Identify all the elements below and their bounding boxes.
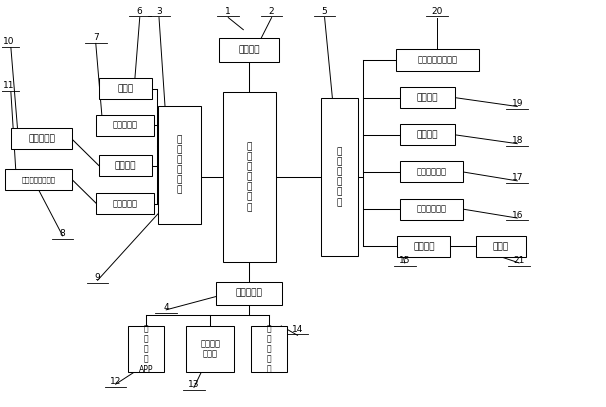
Text: 2: 2: [269, 7, 275, 15]
Text: 存储单元: 存储单元: [413, 242, 435, 251]
Text: 红外相机: 红外相机: [115, 161, 136, 170]
Bar: [96, 115, 154, 136]
Bar: [321, 98, 358, 256]
Bar: [219, 38, 279, 61]
Text: 红外热像仪: 红外热像仪: [28, 134, 55, 143]
Text: 16: 16: [511, 211, 523, 220]
Text: 普通相机二: 普通相机二: [113, 199, 138, 208]
Bar: [401, 124, 454, 145]
Text: 8: 8: [60, 229, 65, 238]
Text: 软件客户端: 软件客户端: [236, 289, 263, 298]
Text: 11: 11: [2, 81, 14, 90]
Text: 接收单元: 接收单元: [417, 130, 438, 139]
Bar: [12, 128, 72, 149]
Bar: [401, 199, 463, 220]
Text: 4: 4: [164, 303, 169, 312]
Text: 全站仪: 全站仪: [117, 84, 133, 93]
Bar: [5, 169, 72, 190]
Bar: [396, 50, 479, 70]
Text: 近红外网络摄像头: 近红外网络摄像头: [22, 176, 56, 183]
Text: 20: 20: [431, 7, 443, 15]
Text: 数据库: 数据库: [493, 242, 509, 251]
Text: 7: 7: [93, 33, 99, 42]
Text: 坐标处理单元: 坐标处理单元: [417, 205, 447, 214]
Text: 6: 6: [137, 7, 142, 15]
Bar: [128, 326, 164, 372]
Bar: [99, 78, 152, 99]
Text: 视
频
采
集
单
元: 视 频 采 集 单 元: [177, 136, 182, 195]
Text: 10: 10: [2, 37, 14, 46]
Text: 17: 17: [511, 173, 523, 182]
Text: 视频处理单元: 视频处理单元: [417, 167, 447, 177]
Text: 视
频
处
理
服
务
器: 视 频 处 理 服 务 器: [247, 142, 252, 212]
Text: 无
线
收
发
器: 无 线 收 发 器: [267, 324, 271, 374]
Bar: [99, 155, 152, 176]
Text: 远程数据
获取端: 远程数据 获取端: [200, 339, 220, 359]
Bar: [96, 193, 154, 214]
Text: 信
息
展
示
APP: 信 息 展 示 APP: [139, 324, 153, 374]
Bar: [401, 162, 463, 182]
Bar: [223, 92, 276, 262]
Text: 15: 15: [399, 256, 410, 265]
Bar: [216, 282, 282, 304]
Text: 5: 5: [322, 7, 327, 15]
Bar: [398, 236, 450, 257]
Text: 普通相机一: 普通相机一: [113, 120, 138, 129]
Text: 19: 19: [511, 99, 523, 108]
Text: 9: 9: [95, 274, 101, 282]
Text: 电源单元: 电源单元: [239, 46, 260, 55]
Text: 14: 14: [292, 325, 303, 334]
Bar: [158, 107, 201, 224]
Bar: [186, 326, 235, 372]
Text: 远程数据采集单元: 远程数据采集单元: [417, 55, 457, 64]
Text: 13: 13: [188, 381, 200, 389]
Text: 18: 18: [511, 136, 523, 145]
Bar: [401, 87, 454, 108]
Text: 输出单元: 输出单元: [417, 93, 438, 102]
Text: 1: 1: [225, 7, 231, 15]
Bar: [476, 236, 526, 257]
Text: 数
据
处
理
平
台: 数 据 处 理 平 台: [337, 148, 342, 207]
Text: 3: 3: [156, 7, 162, 15]
Text: 12: 12: [110, 377, 121, 386]
Text: 21: 21: [513, 256, 525, 265]
Bar: [251, 326, 287, 372]
